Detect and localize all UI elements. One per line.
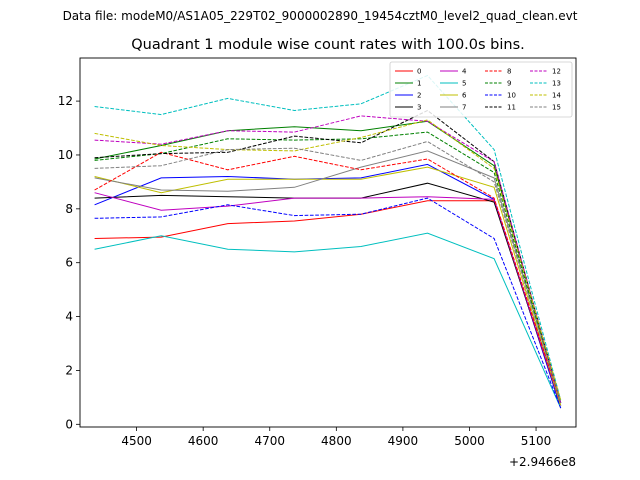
legend-label-15: 15 — [552, 104, 561, 112]
legend-label-7: 7 — [462, 104, 466, 112]
y-tick-label: 6 — [65, 256, 73, 270]
legend-label-2: 2 — [417, 92, 421, 100]
series-line-5 — [94, 232, 562, 409]
legend-label-8: 8 — [507, 68, 511, 76]
series-line-10 — [94, 197, 562, 409]
series-line-8 — [94, 151, 562, 403]
legend-label-11: 11 — [507, 104, 516, 112]
legend-label-13: 13 — [552, 80, 561, 88]
legend-label-6: 6 — [462, 92, 467, 100]
x-offset-label: +2.9466e8 — [509, 455, 576, 469]
x-tick-label: 4800 — [321, 434, 352, 448]
plot-area — [94, 74, 562, 409]
chart-suptitle: Data file: modeM0/AS1A05_229T02_90000028… — [63, 9, 578, 23]
y-tick-label: 8 — [65, 202, 73, 216]
legend-label-4: 4 — [462, 68, 467, 76]
y-tick-label: 10 — [58, 148, 73, 162]
series-line-11 — [94, 109, 562, 403]
axes-frame — [79, 57, 577, 428]
x-tick-label: 5100 — [521, 434, 552, 448]
y-tick-label: 12 — [58, 94, 73, 108]
legend-frame — [389, 61, 573, 118]
x-tick-label: 4900 — [388, 434, 419, 448]
series-line-13 — [94, 74, 562, 401]
legend-label-5: 5 — [462, 80, 466, 88]
series-line-0 — [94, 200, 562, 406]
legend-label-10: 10 — [507, 92, 516, 100]
series-line-2 — [94, 163, 562, 409]
x-axis: 4500 4600 4700 4800 4900 5000 5100 — [121, 427, 551, 448]
x-tick-label: 5000 — [454, 434, 485, 448]
series-line-7 — [94, 150, 562, 403]
x-tick-label: 4500 — [121, 434, 152, 448]
legend-label-12: 12 — [552, 68, 561, 76]
legend-label-9: 9 — [507, 80, 511, 88]
x-tick-label: 4600 — [188, 434, 219, 448]
y-axis: 0 2 4 6 8 10 12 — [58, 94, 80, 431]
series-line-14 — [94, 119, 562, 401]
y-tick-label: 2 — [65, 363, 73, 377]
series-line-12 — [94, 115, 562, 403]
chart-title: Quadrant 1 module wise count rates with … — [131, 37, 525, 53]
series-line-4 — [94, 192, 562, 406]
x-tick-label: 4700 — [254, 434, 285, 448]
legend-label-14: 14 — [552, 92, 561, 100]
legend-label-1: 1 — [417, 80, 421, 88]
legend-label-0: 0 — [417, 68, 421, 76]
series-line-15 — [94, 140, 562, 403]
y-tick-label: 0 — [65, 417, 73, 431]
legend-label-3: 3 — [417, 104, 421, 112]
series-line-1 — [94, 120, 562, 403]
y-tick-label: 4 — [65, 310, 73, 324]
